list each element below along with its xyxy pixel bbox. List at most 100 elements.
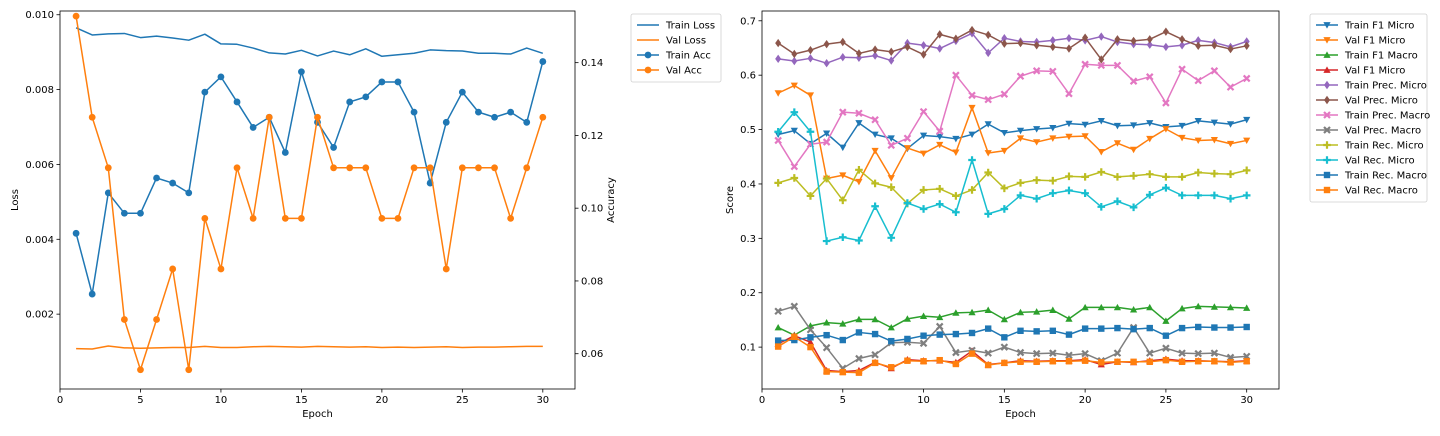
data-point <box>952 330 960 338</box>
line-val-f1-micro <box>777 334 1247 373</box>
data-point <box>952 348 960 357</box>
data-point <box>935 185 944 193</box>
data-point <box>887 234 896 242</box>
data-point <box>1033 41 1040 50</box>
data-point <box>1129 305 1138 313</box>
data-point <box>855 120 863 127</box>
data-point <box>1082 33 1089 42</box>
data-point <box>919 339 928 348</box>
data-point <box>774 127 782 136</box>
data-point <box>362 164 370 172</box>
data-point <box>919 150 928 158</box>
data-point <box>855 236 863 245</box>
data-point <box>1097 61 1106 70</box>
data-point <box>1065 89 1073 98</box>
data-point <box>904 42 911 52</box>
data-point <box>807 334 814 341</box>
data-point <box>1081 325 1089 332</box>
data-point <box>871 202 879 211</box>
data-point <box>1016 348 1025 357</box>
data-point <box>1243 358 1250 365</box>
data-point <box>806 325 815 334</box>
data-point <box>871 115 879 124</box>
y-tick-label: 0.1 <box>740 343 756 354</box>
data-point <box>1211 358 1218 365</box>
data-point <box>1065 315 1073 322</box>
legend-entry: Train F1 Micro <box>1316 21 1414 32</box>
legend-entry: Val Acc <box>637 66 702 77</box>
data-point <box>1113 173 1122 181</box>
data-point <box>822 237 831 245</box>
data-point <box>1065 186 1073 195</box>
legend-label: Val F1 Micro <box>1345 66 1405 77</box>
data-point <box>790 108 799 116</box>
legend-marker <box>1323 37 1331 44</box>
x-tick-label: 25 <box>456 395 469 406</box>
data-point <box>823 59 830 68</box>
data-point <box>1097 148 1105 156</box>
data-point <box>935 322 944 331</box>
y-tick-label: 0.2 <box>740 288 756 299</box>
data-point <box>1000 147 1008 155</box>
data-point <box>791 336 798 344</box>
data-point <box>919 205 928 213</box>
data-point <box>1113 303 1122 311</box>
legend-entry: Val F1 Micro <box>1316 36 1405 47</box>
legend-entry: Val Prec. Micro <box>1316 96 1418 107</box>
legend-label: Train Prec. Macro <box>1344 111 1430 122</box>
series-train-rec-macro <box>774 323 1250 345</box>
data-point <box>1146 324 1153 332</box>
data-point <box>1065 120 1073 128</box>
data-point <box>1016 179 1025 187</box>
data-point <box>806 127 815 136</box>
data-point <box>507 108 515 116</box>
data-point <box>823 368 830 375</box>
data-point <box>120 316 128 323</box>
data-point <box>984 121 992 128</box>
data-point <box>823 319 831 326</box>
data-point <box>458 88 466 96</box>
data-point <box>904 335 911 343</box>
data-point <box>920 332 927 339</box>
data-point <box>952 34 959 43</box>
data-point <box>936 141 944 149</box>
legend-marker <box>1323 186 1331 194</box>
data-point <box>888 364 895 371</box>
data-point <box>1016 191 1025 200</box>
legend-marker <box>1323 141 1331 149</box>
data-point <box>249 124 257 131</box>
data-point <box>185 366 193 374</box>
data-point <box>1194 191 1203 200</box>
data-point <box>217 73 225 81</box>
y2-tick-label: 0.14 <box>581 58 603 69</box>
series-train-prec-micro <box>775 29 1250 68</box>
legend-marker <box>1324 95 1330 105</box>
data-point <box>1178 65 1186 73</box>
y-tick-label: 0.6 <box>740 71 756 82</box>
data-point <box>1000 90 1009 98</box>
legend-entry: Train Acc <box>637 51 711 62</box>
data-point <box>984 95 992 104</box>
x-tick-label: 20 <box>1079 395 1092 406</box>
plot-frame <box>761 10 1280 390</box>
line-train-loss <box>75 27 544 58</box>
data-point <box>839 172 847 179</box>
y2-tick-label: 0.06 <box>581 349 603 360</box>
line-val-prec-micro <box>777 29 1247 61</box>
data-point <box>1146 40 1153 49</box>
series-val-f1-micro <box>774 82 1251 186</box>
legend-label: Train Prec. Micro <box>1344 81 1427 92</box>
series-val-prec-micro <box>775 25 1250 64</box>
data-point <box>1081 60 1089 69</box>
data-point <box>1226 303 1235 311</box>
data-point <box>1210 303 1218 310</box>
data-point <box>378 78 386 86</box>
x-axis-label: Epoch <box>1005 409 1036 420</box>
data-point <box>985 30 992 40</box>
data-point <box>839 144 847 152</box>
data-point <box>491 164 498 172</box>
data-point <box>1113 349 1122 357</box>
data-point <box>1049 135 1057 142</box>
data-point <box>984 349 992 357</box>
